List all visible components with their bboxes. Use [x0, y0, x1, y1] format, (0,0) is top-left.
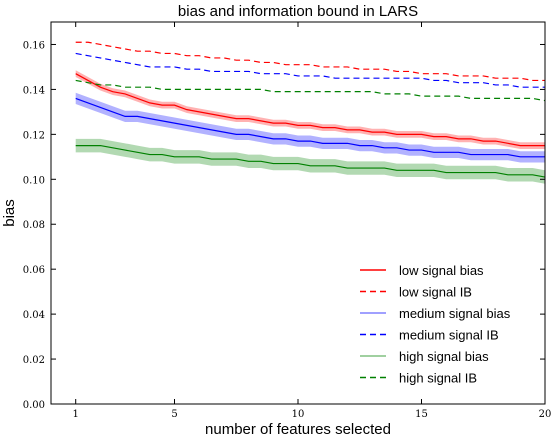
- legend-label-medium-signal-bias: medium signal bias: [399, 306, 511, 321]
- x-tick-label: 20: [539, 409, 552, 420]
- legend: low signal bias low signal IB medium signa…: [360, 263, 511, 386]
- y-tick-label: 0.08: [23, 220, 45, 231]
- y-tick-label: 0.06: [23, 265, 45, 276]
- y-tick-label: 0.16: [23, 40, 45, 51]
- x-tick-label: 1: [73, 409, 79, 420]
- low-signal-ib-line: [75, 41, 545, 82]
- legend-label-low-signal-bias: low signal bias: [399, 263, 484, 278]
- low-signal-bias-line: [75, 73, 545, 147]
- high-signal-ib-line: [75, 79, 546, 102]
- x-tick-label: 5: [171, 409, 177, 420]
- y-tick-label: 0.04: [23, 310, 45, 321]
- high-signal-bias-band: [75, 138, 545, 184]
- y-tick-label: 0.14: [23, 85, 45, 96]
- y-tick-label: 0.02: [23, 355, 45, 366]
- plot-content: [75, 41, 546, 184]
- plot-area-frame: [50, 21, 546, 405]
- y-axis-ticks: 0.00 0.02 0.04 0.06 0.08 0.10 0.12 0.14 0.16: [23, 40, 545, 411]
- y-axis-label: bias: [1, 199, 18, 227]
- legend-label-high-signal-ib: high signal IB: [399, 371, 477, 386]
- x-axis-label: number of features selected: [205, 421, 391, 438]
- y-tick-label: 0.12: [23, 130, 45, 141]
- y-tick-label: 0.10: [23, 175, 45, 186]
- legend-label-high-signal-bias: high signal bias: [399, 349, 489, 364]
- y-tick-label: 0.00: [23, 400, 45, 411]
- legend-label-low-signal-ib: low signal IB: [399, 285, 472, 300]
- medium-signal-bias-band: [75, 92, 545, 163]
- x-tick-label: 10: [292, 409, 305, 420]
- x-tick-label: 15: [415, 409, 428, 420]
- chart-title: bias and information bound in LARS: [178, 3, 418, 20]
- x-axis-ticks: 1 5 10 15 20: [73, 22, 552, 420]
- medium-signal-ib-line: [75, 52, 545, 88]
- legend-label-medium-signal-ib: medium signal IB: [399, 328, 499, 343]
- medium-signal-bias-line: [75, 97, 545, 158]
- high-signal-bias-line: [75, 144, 546, 178]
